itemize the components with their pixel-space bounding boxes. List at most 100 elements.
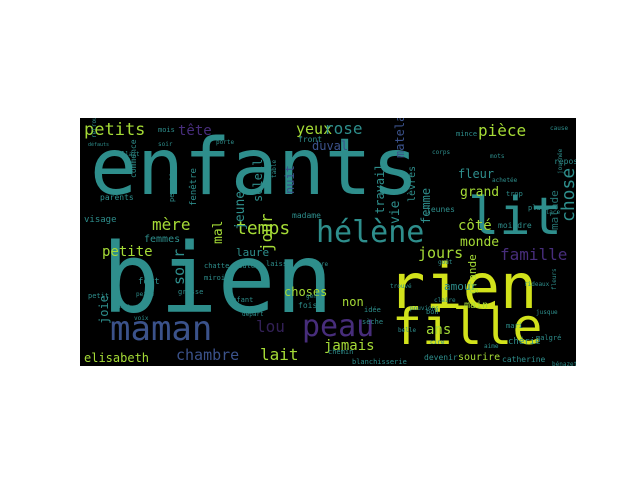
- cloud-word-bon: bon: [426, 308, 439, 316]
- cloud-word-claire: claire: [434, 297, 456, 304]
- cloud-word-mal: mal: [211, 221, 226, 244]
- cloud-word-cause: cause: [550, 125, 568, 132]
- cloud-word-place2: place: [542, 209, 560, 216]
- cloud-word-aime: aime: [484, 343, 499, 350]
- cloud-word-bien: bien: [102, 223, 333, 335]
- word-cloud: enfants bien rien fille lit maman peau hélène pe…: [80, 118, 576, 366]
- cloud-word-gens: gens: [306, 293, 321, 300]
- cloud-word-cherie: chérie: [508, 336, 541, 347]
- cloud-word-place: place: [528, 204, 549, 212]
- cloud-word-retrouver: retrouver: [91, 118, 98, 138]
- cloud-word-lait: lait: [260, 345, 299, 364]
- cloud-word-tete: tête: [178, 123, 212, 139]
- cloud-word-lou: lou: [256, 317, 285, 336]
- cloud-word-soleil: soleil: [251, 159, 265, 202]
- cloud-word-enfants: enfants: [90, 123, 419, 213]
- cloud-word-malade: malade: [548, 190, 561, 230]
- cloud-word-petite: petite: [102, 244, 153, 260]
- cloud-word-cote: côté: [458, 218, 492, 234]
- cloud-word-malgre: malgré: [536, 334, 561, 342]
- cloud-word-fleurs: fleurs: [551, 268, 558, 290]
- cloud-word-sourire: sourire: [458, 352, 500, 363]
- cloud-word-depart: départ: [242, 311, 264, 318]
- cloud-word-miroir: miroir: [204, 274, 229, 282]
- cloud-word-chatte: chatte: [204, 262, 229, 270]
- cloud-word-rien: rien: [388, 250, 537, 323]
- cloud-word-chemin: chemin: [328, 348, 353, 356]
- cloud-word-front: front: [298, 135, 322, 144]
- cloud-word-helene: hélène: [316, 215, 424, 250]
- cloud-word-lit: lit: [468, 187, 562, 247]
- cloud-word-idee: idée: [364, 306, 381, 314]
- cloud-word-piece: pièce: [478, 121, 526, 140]
- cloud-word-soir2: soir: [158, 141, 173, 148]
- cloud-word-chose: chose: [558, 168, 576, 222]
- cloud-word-defauts: défauts: [88, 141, 109, 148]
- cloud-word-femmes: femmes: [144, 234, 180, 245]
- cloud-word-jeune: jeune: [233, 191, 248, 230]
- cloud-word-jusque: jusque: [536, 309, 558, 316]
- cloud-word-petit: petit: [88, 292, 109, 300]
- cloud-word-table: table: [271, 160, 278, 178]
- cloud-word-journee: journée: [557, 148, 564, 174]
- cloud-word-parents: parents: [100, 193, 134, 202]
- cloud-word-fois: fois: [298, 301, 317, 310]
- cloud-word-chambre: chambre: [176, 346, 239, 364]
- cloud-word-joie: joie: [97, 295, 111, 324]
- cloud-word-rideaux: rideaux: [524, 281, 550, 288]
- cloud-word-grasse: grasse: [178, 288, 203, 296]
- cloud-word-mere: mère: [152, 215, 191, 234]
- cloud-word-cire: cire: [430, 339, 445, 346]
- cloud-word-ans: ans: [426, 322, 451, 338]
- cloud-word-jeunes: jeunes: [426, 205, 455, 214]
- cloud-word-gout: goût: [438, 259, 453, 266]
- cloud-word-laure: laure: [236, 246, 269, 259]
- cloud-word-catherine: catherine: [502, 355, 546, 364]
- cloud-word-fenetre: fenêtre: [188, 168, 199, 206]
- cloud-word-repos: repos: [554, 157, 576, 166]
- cloud-word-grande: grande: [466, 254, 479, 294]
- cloud-background: [80, 118, 576, 366]
- cloud-word-grand: grand: [460, 185, 499, 200]
- cloud-word-rose: rose: [324, 119, 363, 138]
- cloud-word-visage: visage: [84, 215, 117, 225]
- cloud-word-peine: peine: [136, 291, 154, 298]
- cloud-word-achetee: achetée: [492, 177, 518, 184]
- cloud-word-famille: famille: [500, 245, 567, 264]
- cloud-word-main: main: [464, 300, 488, 311]
- cloud-word-mari: mari: [506, 322, 523, 330]
- cloud-word-peau: peau: [302, 309, 374, 344]
- cloud-word-matelas: matelas: [393, 118, 407, 158]
- cloud-word-fleur: fleur: [458, 167, 494, 181]
- cloud-word-amour: amour: [444, 280, 477, 293]
- cloud-word-elisabeth: elisabeth: [84, 351, 149, 365]
- cloud-word-temps: temps: [236, 218, 290, 239]
- cloud-word-allait: allait: [118, 151, 140, 158]
- cloud-word-mots: mots: [490, 153, 505, 160]
- cloud-word-jours: jours: [418, 244, 463, 262]
- cloud-word-duval: duval: [312, 139, 348, 153]
- cloud-word-mince: mince: [456, 130, 477, 138]
- cloud-word-fort: fort: [138, 277, 160, 287]
- cloud-word-trouve: trouvé: [390, 283, 412, 290]
- cloud-word-maman: maman: [110, 309, 212, 349]
- cloud-word-douleur: douleur: [234, 262, 264, 270]
- cloud-word-jamais: jamais: [324, 338, 375, 354]
- cloud-word-levres: lèvres: [406, 166, 418, 202]
- cloud-word-petits: petits: [84, 120, 145, 140]
- cloud-word-choses: choses: [284, 285, 327, 299]
- cloud-word-commence: commence: [129, 139, 138, 178]
- cloud-word-soir: soir: [170, 249, 188, 285]
- cloud-word-corps: corps: [432, 149, 450, 156]
- cloud-word-belle: belle: [398, 327, 416, 334]
- cloud-word-madame: madame: [292, 211, 321, 220]
- cloud-word-monde: monde: [460, 235, 499, 250]
- cloud-word-blanchisserie: blanchisserie: [352, 358, 407, 366]
- cloud-word-voix: voix: [134, 315, 149, 322]
- cloud-word-seche: sèche: [362, 318, 383, 326]
- cloud-word-jour: jour: [257, 213, 276, 252]
- cloud-word-porte: porte: [216, 139, 234, 146]
- cloud-word-benazet: bénazet: [552, 361, 576, 366]
- cloud-word-non: non: [342, 295, 364, 309]
- cloud-word-travail: travail: [373, 163, 387, 214]
